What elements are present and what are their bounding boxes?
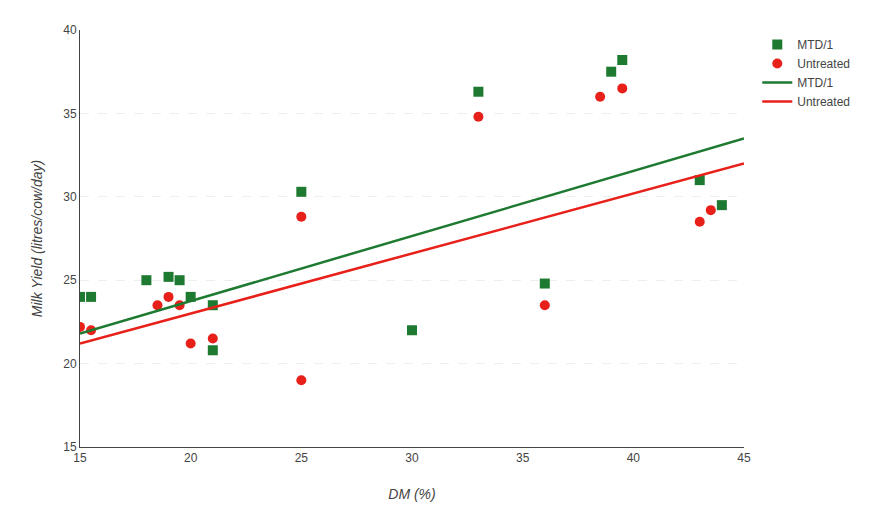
svg-text:25: 25 (295, 451, 309, 465)
svg-text:45: 45 (737, 451, 751, 465)
svg-text:MTD/1: MTD/1 (797, 38, 833, 52)
svg-text:20: 20 (63, 357, 77, 371)
svg-text:35: 35 (63, 107, 77, 121)
svg-text:35: 35 (516, 451, 530, 465)
svg-text:Milk Yield (litres/cow/day): Milk Yield (litres/cow/day) (29, 160, 45, 317)
svg-text:15: 15 (63, 440, 77, 454)
svg-text:30: 30 (63, 190, 77, 204)
svg-text:40: 40 (627, 451, 641, 465)
svg-text:25: 25 (63, 273, 77, 287)
svg-text:Untreated: Untreated (797, 57, 850, 71)
svg-text:30: 30 (405, 451, 419, 465)
svg-text:20: 20 (184, 451, 198, 465)
svg-text:15: 15 (73, 451, 87, 465)
svg-text:Untreated: Untreated (797, 95, 850, 109)
svg-text:DM (%): DM (%) (388, 486, 435, 502)
svg-text:40: 40 (63, 23, 77, 37)
svg-text:MTD/1: MTD/1 (797, 76, 833, 90)
